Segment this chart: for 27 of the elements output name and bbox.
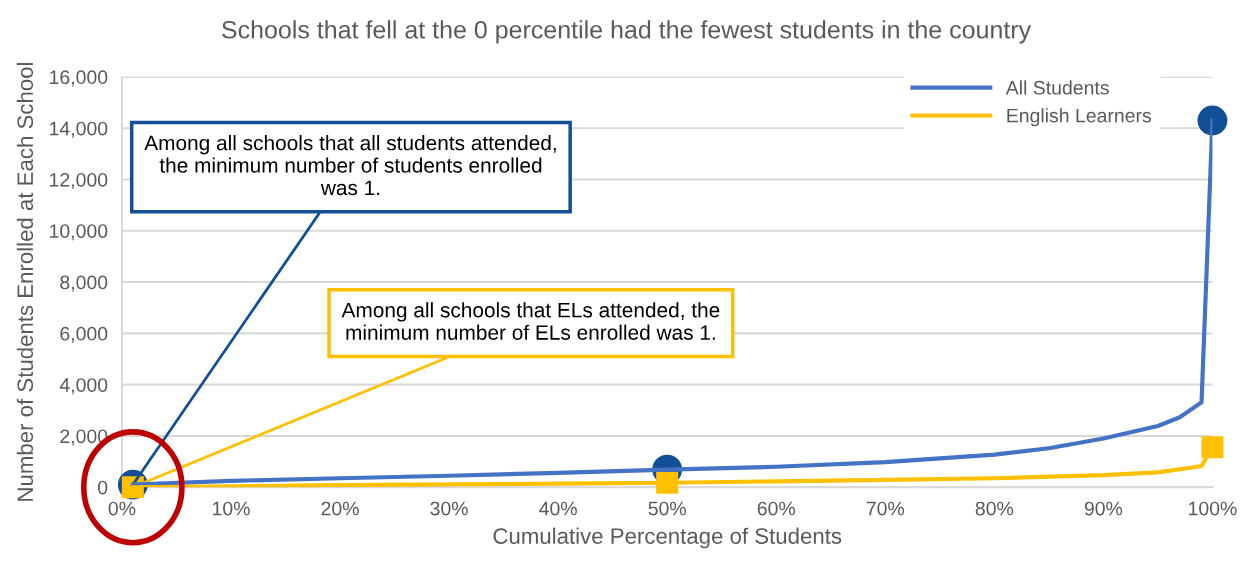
x-tick-label: 40% — [539, 501, 577, 516]
x-tick-label: 20% — [321, 501, 359, 516]
x-tick-label: 0% — [108, 501, 136, 516]
x-tick-label: 10% — [213, 501, 250, 516]
x-tick-label: 60% — [757, 501, 796, 516]
point — [1197, 105, 1228, 136]
legend-label: English Learners — [1007, 108, 1152, 127]
x-tick-label: 90% — [1084, 501, 1123, 516]
x-tick-label: 80% — [975, 501, 1014, 516]
y-tick-label: 4,000 — [59, 378, 108, 395]
x-tick-label: 70% — [866, 501, 905, 516]
annotation: Among all schools that all students attended, the minimum number of students enrolled was 1. — [144, 135, 556, 196]
annotation: Among all schools that ELs attended, the minimum number of ELs enrolled was 1. — [341, 302, 720, 340]
y-tick-label: 0 — [98, 480, 108, 495]
chart-title: Schools that fell at the 0 percentile had the fewest students in the country — [222, 20, 1032, 44]
legend-label: All Students — [1005, 80, 1109, 95]
y-tick-label: 16,000 — [50, 70, 108, 87]
x-tick-label: 30% — [430, 501, 468, 516]
y-tick-label: 8,000 — [60, 275, 108, 292]
x-tick-label: 100% — [1189, 501, 1237, 516]
y-tick-label: 12,000 — [50, 172, 108, 189]
y-axis-title: Number of Students Enrolled at Each School — [16, 63, 34, 501]
x-tick-label: 50% — [648, 501, 686, 516]
x-axis-title: Cumulative Percentage of Students — [493, 527, 842, 549]
y-tick-label: 14,000 — [50, 121, 108, 138]
y-tick-label: 10,000 — [50, 224, 108, 241]
y-tick-label: 6,000 — [60, 326, 108, 343]
